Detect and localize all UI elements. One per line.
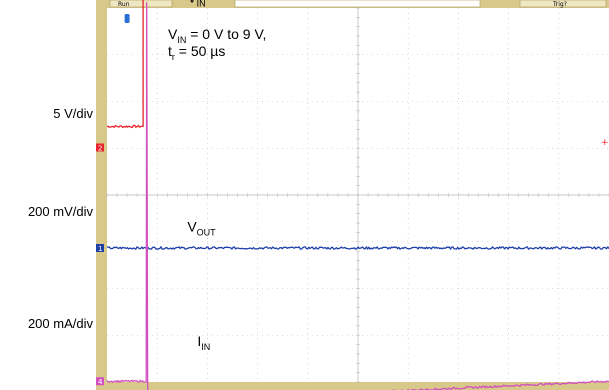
channel-2-marker-label: 2 — [98, 144, 102, 152]
iin-label-sub: IN — [201, 342, 210, 352]
ch1-scale-label: 200 mV/div — [28, 204, 94, 219]
vout-label: VOUT — [187, 219, 216, 238]
horizontal-position-box — [234, 0, 481, 8]
channel-4-marker-label: 4 — [98, 378, 103, 386]
frame-left-band — [96, 0, 107, 385]
run-status-label: Run — [118, 1, 130, 8]
vout-label-sub: OUT — [197, 228, 217, 238]
vout-label-main: V — [187, 219, 197, 235]
vin-label-main: V — [187, 0, 197, 6]
graticule — [106, 7, 609, 383]
vin-label-sub: IN — [197, 0, 206, 9]
rise-time-annotation: tr = 50 µs — [168, 43, 225, 62]
iin-trace — [106, 1, 609, 390]
vin-range-sub: IN — [177, 35, 186, 45]
vin-range-prefix: V — [168, 26, 178, 42]
channel-markers: 2 1 4 — [96, 14, 130, 386]
vin-range-text: = 0 V to 9 V, — [186, 26, 266, 42]
rise-time-prefix: t — [168, 43, 172, 59]
vin-range-annotation: VIN = 0 V to 9 V, — [168, 26, 266, 45]
channel-1-marker[interactable] — [96, 244, 104, 252]
vout-trace — [106, 246, 609, 250]
iin-label-main: I — [197, 333, 201, 349]
trace-layer — [106, 0, 609, 390]
vin-label: VIN — [187, 0, 205, 9]
time-reference-marker[interactable] — [124, 14, 130, 23]
run-status-box — [109, 0, 173, 8]
trigger-status-label: Trig? — [552, 1, 567, 8]
iin-label: IIN — [197, 333, 210, 352]
ch2-scale-label: 5 V/div — [53, 106, 93, 121]
ch4-scale-label: 200 mA/div — [28, 316, 94, 331]
trace-labels: VINVOUTIIN — [187, 0, 216, 352]
rise-time-text: = 50 µs — [175, 43, 225, 59]
frame-bottom-band — [96, 382, 609, 390]
channel-2-marker[interactable] — [96, 143, 104, 152]
channel-4-marker[interactable] — [96, 377, 104, 386]
trigger-status-box — [519, 0, 607, 8]
rise-time-sub: r — [172, 52, 175, 62]
channel-1-marker-label: 1 — [98, 245, 102, 253]
trigger-level-marker: + — [601, 138, 609, 148]
